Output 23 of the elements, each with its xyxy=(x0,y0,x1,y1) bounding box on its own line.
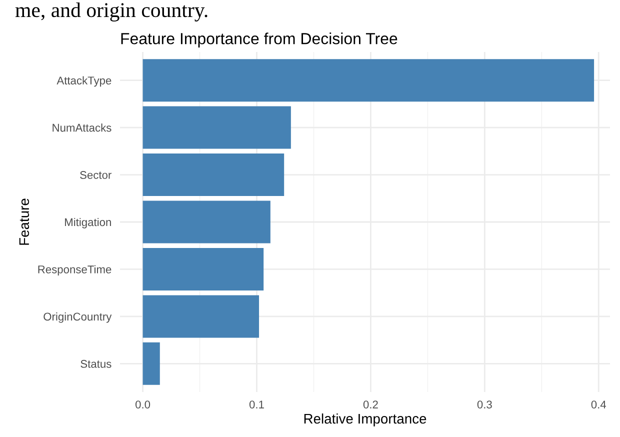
text: me, and origin country. xyxy=(15,2,208,22)
y-tick-label: Sector xyxy=(80,171,112,179)
y-tick-label: OriginCountry xyxy=(44,312,112,323)
x-tick-label: 0.0 xyxy=(136,400,150,408)
bar xyxy=(142,342,160,385)
x-tick-label: 0.2 xyxy=(363,400,378,408)
bar xyxy=(142,295,260,338)
y-tick-label: Mitigation xyxy=(65,218,111,228)
bar xyxy=(142,106,291,149)
x-tick-label: 0.4 xyxy=(591,400,606,408)
bar xyxy=(142,200,270,244)
chart-title: Feature Importance from Decision Tree xyxy=(121,32,398,48)
x-tick-label: 0.1 xyxy=(249,400,264,408)
bar xyxy=(142,154,284,196)
y-tick-label: AttackType xyxy=(56,76,112,87)
bar xyxy=(142,248,264,290)
y-axis-title: Feature xyxy=(19,198,30,245)
x-axis-title: Relative Importance xyxy=(304,413,426,426)
x-tick-label: 0.3 xyxy=(477,400,492,408)
bar xyxy=(142,59,594,102)
y-tick-label: ResponseTime xyxy=(38,265,112,276)
y-tick-label: NumAttacks xyxy=(52,124,112,132)
y-tick-label: Status xyxy=(80,360,112,368)
